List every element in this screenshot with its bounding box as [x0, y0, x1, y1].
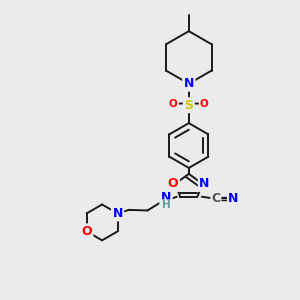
Text: S: S — [184, 99, 193, 112]
Text: N: N — [228, 192, 238, 205]
Text: H: H — [162, 200, 170, 210]
Text: C: C — [211, 192, 220, 205]
Text: N: N — [161, 191, 171, 204]
Text: O: O — [81, 225, 92, 238]
Text: N: N — [184, 77, 194, 90]
Text: O: O — [200, 99, 209, 109]
Text: N: N — [199, 178, 210, 190]
Text: O: O — [168, 178, 178, 190]
Text: N: N — [112, 207, 123, 220]
Text: O: O — [169, 99, 178, 109]
